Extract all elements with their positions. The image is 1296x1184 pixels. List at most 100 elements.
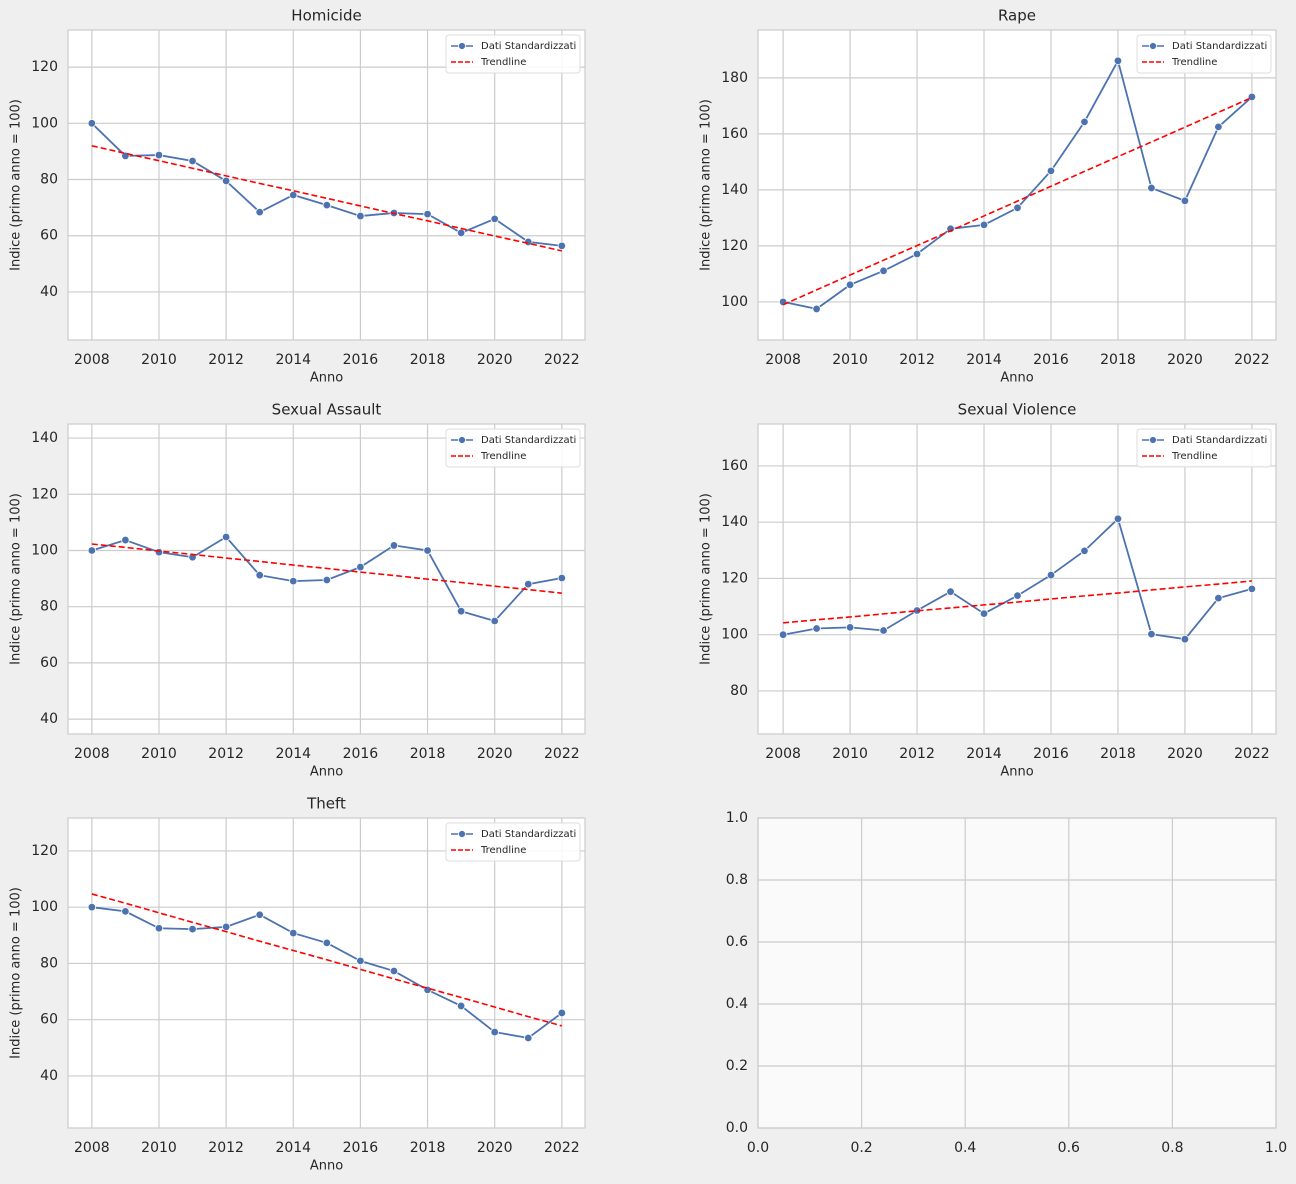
plot-frame bbox=[757, 423, 1277, 735]
legend-box bbox=[445, 428, 581, 468]
x-tick-label: 2022 bbox=[544, 1140, 580, 1156]
chart-title: Homicide bbox=[291, 7, 361, 25]
data-point bbox=[255, 910, 264, 919]
data-point bbox=[87, 546, 97, 555]
x-tick-label: 0.4 bbox=[954, 1140, 976, 1156]
data-point bbox=[557, 573, 567, 583]
x-axis-label: Anno bbox=[1000, 371, 1033, 386]
data-point bbox=[557, 1008, 567, 1018]
data-point bbox=[356, 956, 365, 966]
data-point bbox=[188, 924, 197, 934]
x-tick-label: 2016 bbox=[343, 352, 379, 368]
series-line bbox=[783, 580, 1252, 624]
x-tick-label: 2022 bbox=[544, 746, 580, 762]
x-tick-label: 2018 bbox=[410, 1140, 446, 1156]
data-point bbox=[356, 562, 365, 572]
y-tick-label: 80 bbox=[40, 955, 58, 971]
x-tick-label: 2010 bbox=[141, 1140, 177, 1156]
x-tick-label: 2016 bbox=[1033, 746, 1069, 762]
x-tick-label: 2012 bbox=[899, 352, 935, 368]
y-tick-label: 120 bbox=[31, 843, 58, 859]
x-tick-label: 2008 bbox=[74, 352, 110, 368]
legend-marker bbox=[458, 42, 466, 50]
x-tick-label: 2016 bbox=[343, 1140, 379, 1156]
data-point bbox=[154, 150, 164, 160]
chart-title: Sexual Assault bbox=[272, 401, 382, 419]
y-tick-label: 100 bbox=[31, 899, 58, 915]
y-axis-label: Indice (primo anno = 100) bbox=[9, 887, 24, 1059]
plot-frame bbox=[757, 817, 1277, 1129]
x-tick-label: 2014 bbox=[275, 1140, 311, 1156]
x-tick-label: 2022 bbox=[1234, 352, 1270, 368]
data-point bbox=[221, 922, 231, 932]
y-tick-label: 1.0 bbox=[726, 810, 748, 826]
data-point bbox=[1013, 203, 1022, 213]
data-point bbox=[845, 623, 855, 632]
plot-frame bbox=[757, 29, 1277, 341]
data-point bbox=[188, 156, 197, 166]
y-tick-label: 60 bbox=[40, 655, 58, 671]
data-point bbox=[812, 304, 821, 314]
data-point bbox=[289, 576, 298, 586]
data-point bbox=[289, 190, 298, 200]
x-tick-label: 2020 bbox=[477, 1140, 513, 1156]
x-axis-label: Anno bbox=[1000, 765, 1033, 780]
y-axis-label: Indice (primo anno = 100) bbox=[699, 99, 714, 271]
y-tick-label: 0.4 bbox=[726, 996, 748, 1012]
data-point bbox=[490, 214, 499, 224]
data-point bbox=[1080, 546, 1089, 556]
legend-label: Trendline bbox=[1171, 57, 1217, 68]
plot-area bbox=[68, 818, 585, 1128]
x-tick-label: 2012 bbox=[208, 1140, 244, 1156]
data-point bbox=[524, 579, 533, 589]
data-point bbox=[979, 220, 989, 230]
data-point bbox=[289, 928, 298, 938]
x-tick-label: 2018 bbox=[1100, 746, 1136, 762]
data-point bbox=[1113, 56, 1123, 66]
legend-label: Trendline bbox=[1171, 451, 1217, 462]
data-point bbox=[1214, 593, 1223, 603]
data-point bbox=[879, 266, 888, 276]
x-tick-label: 2010 bbox=[832, 746, 868, 762]
x-axis-label: Anno bbox=[310, 765, 343, 780]
x-tick-label: 2012 bbox=[208, 746, 244, 762]
y-tick-label: 60 bbox=[40, 1012, 58, 1028]
data-point bbox=[1147, 629, 1156, 639]
plot-area bbox=[758, 30, 1276, 340]
legend-label: Trendline bbox=[480, 451, 526, 462]
series-line bbox=[91, 543, 562, 594]
y-tick-label: 100 bbox=[31, 542, 58, 558]
x-tick-label: 0.8 bbox=[1161, 1140, 1183, 1156]
data-point bbox=[121, 535, 130, 545]
data-point bbox=[812, 624, 821, 633]
data-point bbox=[1180, 634, 1190, 644]
data-point bbox=[1013, 591, 1022, 600]
data-point bbox=[979, 609, 989, 618]
y-tick-label: 120 bbox=[31, 59, 58, 75]
plot-frame bbox=[67, 817, 586, 1129]
x-tick-label: 0.0 bbox=[747, 1140, 769, 1156]
x-tick-label: 2008 bbox=[74, 746, 110, 762]
data-point bbox=[1247, 92, 1257, 102]
x-tick-label: 2016 bbox=[343, 746, 379, 762]
data-point bbox=[356, 211, 365, 221]
legend-label: Dati Standardizzati bbox=[481, 829, 576, 840]
data-point bbox=[87, 119, 97, 128]
x-tick-label: 2010 bbox=[141, 352, 177, 368]
y-axis-label: Indice (primo anno = 100) bbox=[9, 99, 24, 271]
y-tick-label: 0.8 bbox=[726, 872, 748, 888]
x-tick-label: 2012 bbox=[208, 352, 244, 368]
data-point bbox=[423, 209, 432, 219]
series-line bbox=[91, 145, 563, 252]
x-tick-label: 2020 bbox=[1167, 352, 1203, 368]
legend-box bbox=[445, 822, 581, 862]
data-point bbox=[524, 1033, 533, 1043]
data-point bbox=[845, 280, 855, 290]
x-tick-label: 2018 bbox=[410, 746, 446, 762]
y-tick-label: 140 bbox=[31, 430, 58, 446]
data-point bbox=[389, 541, 399, 550]
data-point bbox=[221, 176, 231, 186]
plot-frame bbox=[67, 423, 586, 735]
x-tick-label: 0.6 bbox=[1058, 1140, 1080, 1156]
